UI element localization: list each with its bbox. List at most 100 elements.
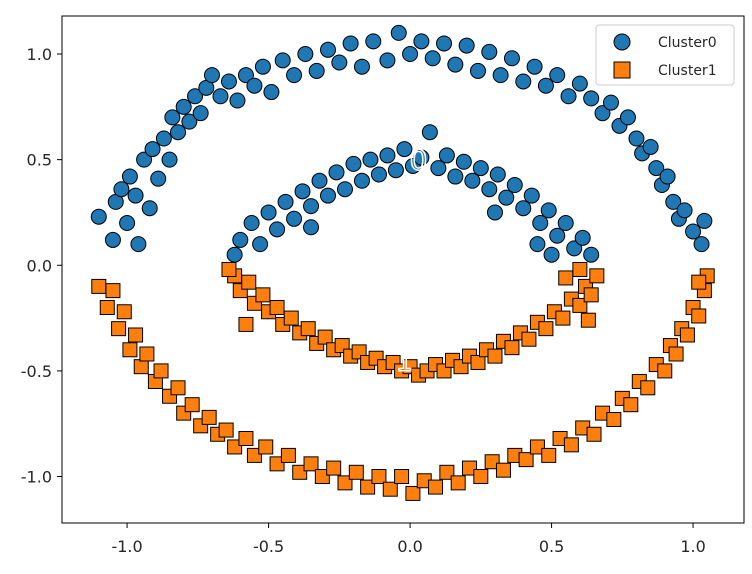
point-cluster1-8 [139, 346, 155, 362]
point-cluster0-109 [540, 202, 557, 219]
point-cluster1-116 [221, 262, 237, 277]
point-cluster0-51 [526, 58, 543, 75]
point-cluster1-51 [586, 426, 602, 442]
x-tick-label: -1.0 [111, 537, 142, 556]
point-cluster1-45 [518, 452, 534, 468]
point-cluster1-29 [337, 475, 353, 491]
point-cluster1-37 [428, 479, 444, 495]
point-cluster0-34 [331, 54, 348, 71]
point-cluster1-16 [201, 409, 217, 425]
point-cluster0-29 [274, 52, 291, 69]
point-cluster1-33 [382, 481, 398, 497]
point-cluster1-0 [91, 278, 107, 294]
point-cluster1-38 [439, 464, 455, 480]
point-cluster1-24 [280, 447, 296, 463]
point-cluster0-53 [549, 67, 566, 84]
point-cluster0-87 [353, 172, 370, 189]
point-cluster0-75 [252, 236, 269, 253]
y-axis: 1.0 0.5 0.0 -0.5 -1.0 [21, 45, 62, 487]
point-cluster1-10 [153, 363, 169, 379]
point-cluster0-4 [119, 215, 136, 232]
point-cluster0-107 [523, 187, 540, 204]
point-cluster1-113 [583, 287, 599, 303]
point-cluster1-53 [606, 411, 622, 427]
point-cluster0-0 [90, 208, 107, 225]
x-tick-label: -0.5 [253, 537, 284, 556]
point-cluster0-101 [472, 160, 489, 177]
point-cluster0-48 [492, 67, 509, 84]
point-cluster0-94 [413, 149, 430, 166]
point-cluster0-81 [303, 198, 320, 215]
y-tick-label: -0.5 [21, 362, 52, 381]
legend-label-cluster0: Cluster0 [658, 35, 717, 51]
point-cluster1-111 [572, 297, 588, 313]
point-cluster1-65 [691, 308, 707, 324]
point-cluster0-73 [232, 231, 249, 248]
point-cluster1-40 [462, 460, 478, 476]
point-cluster0-84 [328, 164, 345, 181]
point-cluster0-89 [370, 166, 387, 183]
point-cluster0-58 [602, 94, 619, 111]
point-cluster0-28 [263, 84, 280, 101]
point-cluster0-23 [220, 73, 237, 90]
point-cluster0-52 [537, 77, 554, 94]
point-cluster1-14 [184, 397, 200, 413]
point-cluster1-55 [623, 397, 639, 413]
point-cluster1-12 [170, 380, 186, 396]
point-cluster0-95 [421, 124, 438, 141]
point-cluster0-57 [594, 105, 611, 122]
point-cluster0-103 [489, 166, 506, 183]
point-cluster0-26 [246, 77, 263, 94]
point-cluster1-28 [326, 460, 342, 476]
point-cluster0-41 [413, 33, 430, 50]
point-cluster0-60 [619, 109, 636, 126]
point-cluster1-34 [394, 469, 410, 485]
point-cluster0-22 [212, 88, 229, 105]
legend: Cluster0 Cluster1 [595, 24, 735, 86]
point-cluster0-117 [226, 246, 243, 263]
point-cluster1-42 [484, 454, 500, 470]
point-cluster1-118 [580, 312, 596, 328]
point-cluster1-49 [563, 437, 579, 453]
point-cluster0-66 [659, 168, 676, 185]
point-cluster0-118 [303, 219, 320, 236]
point-cluster1-68 [691, 274, 707, 290]
point-cluster1-6 [128, 327, 144, 343]
point-cluster0-96 [430, 160, 447, 177]
point-cluster0-77 [269, 221, 286, 238]
point-cluster1-7 [133, 359, 149, 375]
point-cluster0-39 [390, 24, 407, 41]
point-cluster1-3 [111, 321, 127, 337]
point-cluster1-23 [269, 456, 285, 472]
point-cluster1-39 [450, 475, 466, 491]
point-cluster0-72 [696, 212, 713, 229]
point-cluster0-83 [320, 187, 337, 204]
y-tick-label: 1.0 [27, 45, 52, 64]
point-cluster0-38 [379, 52, 396, 69]
point-cluster0-116 [529, 236, 546, 253]
point-cluster1-30 [348, 464, 364, 480]
point-cluster0-32 [308, 62, 325, 79]
point-cluster0-21 [203, 67, 220, 84]
x-tick-label: 0.0 [397, 537, 422, 556]
point-cluster0-16 [175, 98, 192, 115]
point-cluster0-30 [286, 67, 303, 84]
point-cluster0-106 [515, 200, 532, 217]
point-cluster0-45 [458, 37, 475, 54]
point-cluster0-40 [402, 46, 419, 63]
point-cluster0-86 [345, 155, 362, 172]
point-cluster0-31 [297, 46, 314, 63]
point-cluster0-91 [387, 162, 404, 179]
point-cluster0-98 [447, 168, 464, 185]
point-cluster0-88 [362, 151, 379, 168]
point-cluster1-61 [668, 346, 684, 362]
point-cluster1-99 [470, 354, 486, 370]
point-cluster0-55 [571, 75, 588, 92]
point-cluster1-75 [269, 300, 285, 316]
point-cluster1-105 [521, 331, 537, 347]
point-cluster0-108 [532, 215, 549, 232]
point-cluster0-63 [642, 138, 659, 155]
point-cluster0-42 [424, 50, 441, 67]
point-cluster1-119 [558, 270, 574, 286]
